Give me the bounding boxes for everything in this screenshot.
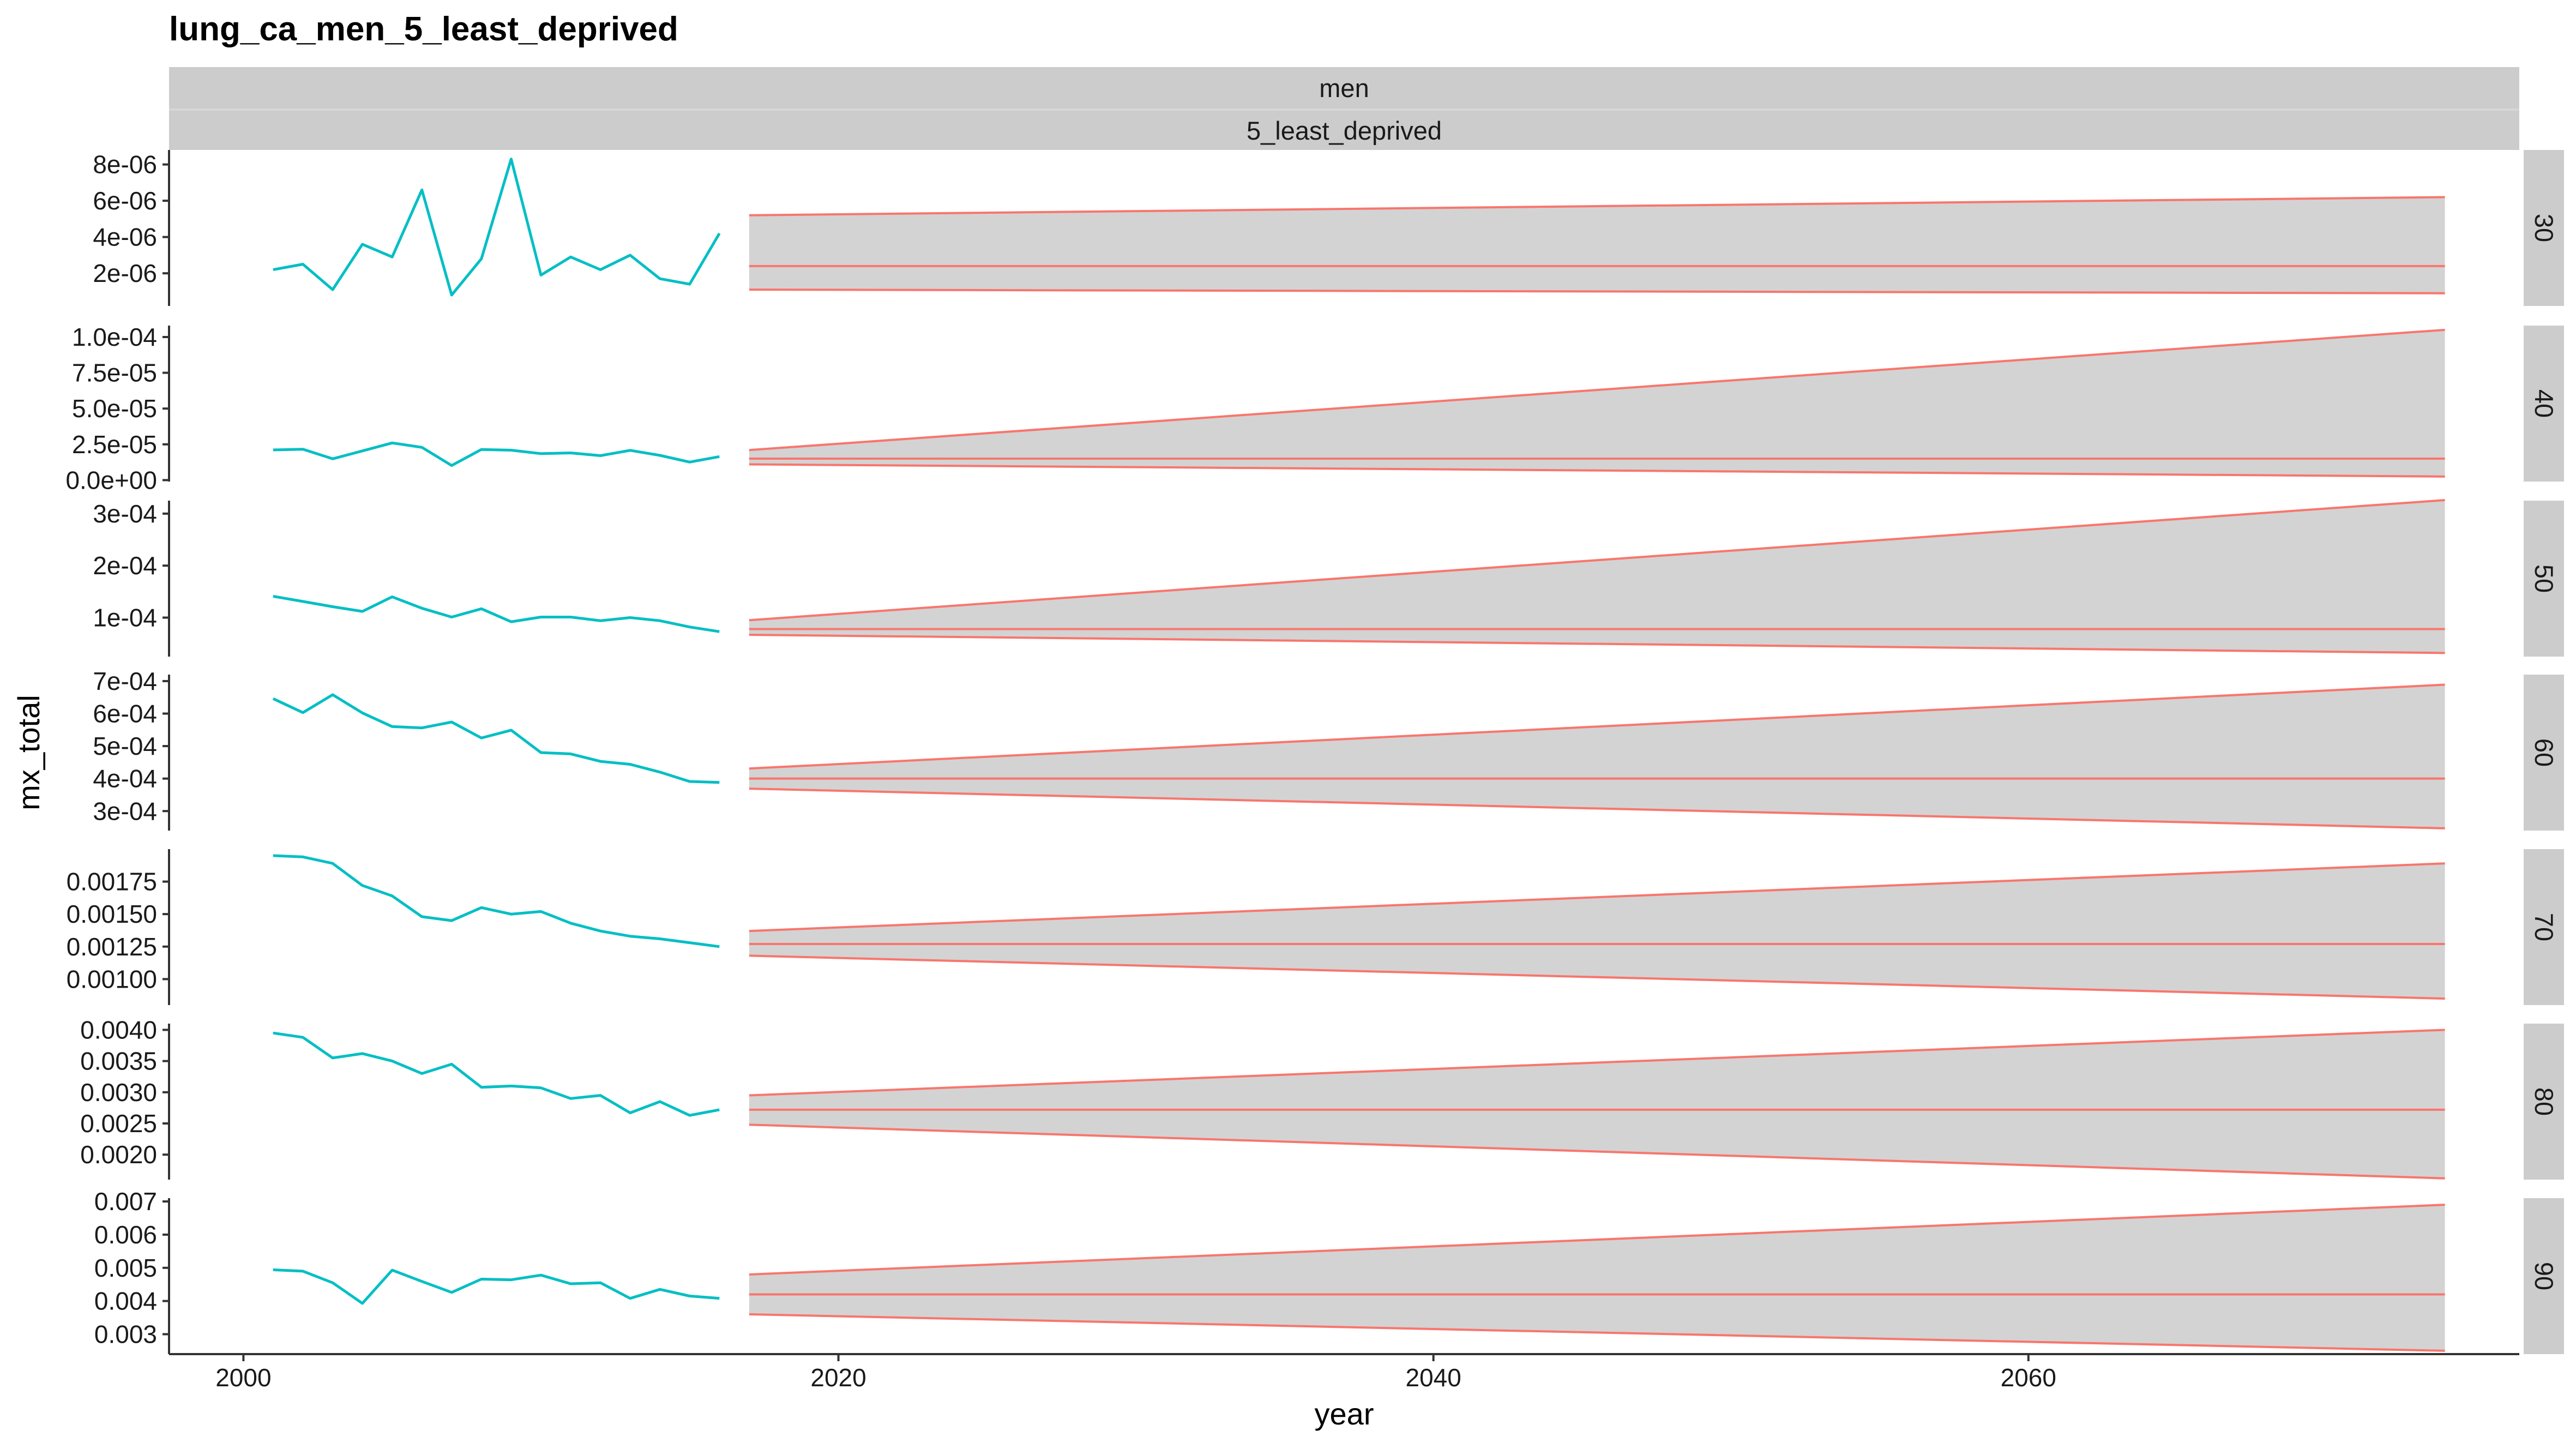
strip-right-label: 30 <box>2530 214 2559 242</box>
panel-90: 0.003 0.004 0.005 0.006 0.007 90 <box>94 1187 2564 1354</box>
forecast-upper-line <box>749 499 2445 622</box>
y-tick-label: 4e-06 <box>93 223 157 251</box>
strip-top-1-bg <box>169 67 2519 110</box>
y-tick-label: 0.00100 <box>67 965 157 993</box>
observed-line <box>273 594 720 633</box>
y-tick-label: 0.0035 <box>80 1047 157 1075</box>
y-tick-label: 5e-04 <box>93 732 157 760</box>
x-tick-label: 2040 <box>1405 1363 1461 1392</box>
panels: 2e-06 4e-06 6e-06 8e-06 30 0.0e+00 2.5e-05 5.0e… <box>65 150 2564 1354</box>
observed-line <box>273 1031 720 1117</box>
forecast-band <box>749 1205 2445 1351</box>
y-tick-label: 1.0e-04 <box>72 323 157 351</box>
y-tick-label: 0.00125 <box>67 933 157 961</box>
forecast-band <box>749 500 2445 653</box>
forecast-band <box>749 863 2445 999</box>
forecast-lower-line <box>749 954 2445 1000</box>
panel-70: 0.00100 0.00125 0.00150 0.00175 70 <box>67 849 2564 1005</box>
forecast-band <box>749 329 2445 477</box>
y-tick-label: 0.004 <box>94 1287 157 1315</box>
observed-line <box>273 158 721 297</box>
observed-line <box>273 441 720 467</box>
y-tick-label: 0.0e+00 <box>65 466 157 494</box>
strip-right-label: 80 <box>2530 1087 2559 1116</box>
strip-right-label: 50 <box>2530 564 2559 593</box>
forecast-lower-line <box>749 1123 2445 1180</box>
y-tick-label: 0.0030 <box>80 1078 157 1107</box>
y-tick-label: 2.5e-05 <box>72 430 157 459</box>
strip-top-2-label: 5_least_deprived <box>1247 116 1442 145</box>
forecast-upper-line <box>749 683 2445 770</box>
panel-60: 3e-04 4e-04 5e-04 6e-04 7e-04 60 <box>93 667 2564 831</box>
x-tick-label: 2060 <box>2001 1363 2056 1392</box>
strip-right-bg <box>2524 501 2564 657</box>
strip-top-1-label: men <box>1319 74 1369 103</box>
strip-right-bg <box>2524 326 2564 482</box>
y-tick-label: 5.0e-05 <box>72 394 157 423</box>
panel-40: 0.0e+00 2.5e-05 5.0e-05 7.5e-05 1.0e-04 40 <box>65 323 2564 494</box>
y-tick-label: 0.0020 <box>80 1140 157 1169</box>
y-tick-label: 0.003 <box>94 1320 157 1348</box>
forecast-upper-line <box>749 1204 2445 1276</box>
y-tick-label: 3e-04 <box>93 500 157 528</box>
forecast-upper-line <box>749 328 2445 452</box>
chart-title: lung_ca_men_5_least_deprived <box>169 10 678 48</box>
forecast-upper-line <box>749 196 2445 217</box>
y-tick-label: 0.005 <box>94 1254 157 1282</box>
forecast-band <box>749 1030 2445 1179</box>
x-tick-label: 2000 <box>215 1363 271 1392</box>
forecast-lower-line <box>749 288 2445 294</box>
y-tick-label: 1e-04 <box>93 604 157 632</box>
panel-50: 1e-04 2e-04 3e-04 50 <box>93 499 2564 657</box>
forecast-lower-line <box>749 1313 2445 1352</box>
observed-line <box>272 693 720 784</box>
x-axis: 2000 2020 2040 2060 year <box>169 1353 2519 1431</box>
strip-right-bg <box>2524 1024 2564 1180</box>
observed-line <box>273 1268 720 1305</box>
y-tick-label: 6e-06 <box>93 187 157 215</box>
forecast-band <box>749 197 2445 293</box>
x-axis-title: year <box>1315 1397 1374 1431</box>
forecast-band <box>749 684 2445 828</box>
strip-right-bg <box>2524 675 2564 831</box>
forecast-lower-line <box>749 463 2445 478</box>
top-strips: men 5_least_deprived <box>169 67 2519 152</box>
y-tick-label: 0.0025 <box>80 1109 157 1138</box>
y-axis-title: mx_total <box>11 695 46 810</box>
forecast-upper-line <box>749 1029 2445 1097</box>
panel-30: 2e-06 4e-06 6e-06 8e-06 30 <box>93 150 2564 306</box>
y-tick-label: 6e-04 <box>93 700 157 728</box>
y-tick-label: 2e-04 <box>93 551 157 580</box>
y-tick-label: 3e-04 <box>93 797 157 825</box>
x-ticks: 2000 2020 2040 2060 <box>215 1354 2056 1392</box>
strip-right-bg <box>2524 1198 2564 1354</box>
strip-right-label: 70 <box>2530 913 2559 941</box>
observed-line <box>273 854 720 948</box>
y-tick-label: 0.007 <box>94 1187 157 1216</box>
y-tick-label: 0.00150 <box>67 900 157 928</box>
strip-right-bg <box>2524 150 2564 306</box>
strip-right-label: 90 <box>2530 1262 2559 1290</box>
y-tick-label: 8e-06 <box>93 151 157 179</box>
strip-top-2-bg <box>169 110 2519 152</box>
strip-right-label: 60 <box>2530 738 2559 767</box>
y-tick-label: 0.006 <box>94 1220 157 1249</box>
x-tick-label: 2020 <box>810 1363 866 1392</box>
strip-right-label: 40 <box>2530 389 2559 418</box>
forecast-lower-line <box>749 787 2445 829</box>
forecast-upper-line <box>749 862 2445 933</box>
y-tick-label: 0.0040 <box>80 1015 157 1044</box>
strip-right-bg <box>2524 849 2564 1005</box>
y-tick-label: 4e-04 <box>93 765 157 793</box>
y-tick-label: 2e-06 <box>93 259 157 287</box>
y-tick-label: 7e-04 <box>93 667 157 695</box>
y-tick-label: 0.00175 <box>67 868 157 896</box>
y-tick-label: 7.5e-05 <box>72 359 157 387</box>
forecast-lower-line <box>749 633 2445 654</box>
